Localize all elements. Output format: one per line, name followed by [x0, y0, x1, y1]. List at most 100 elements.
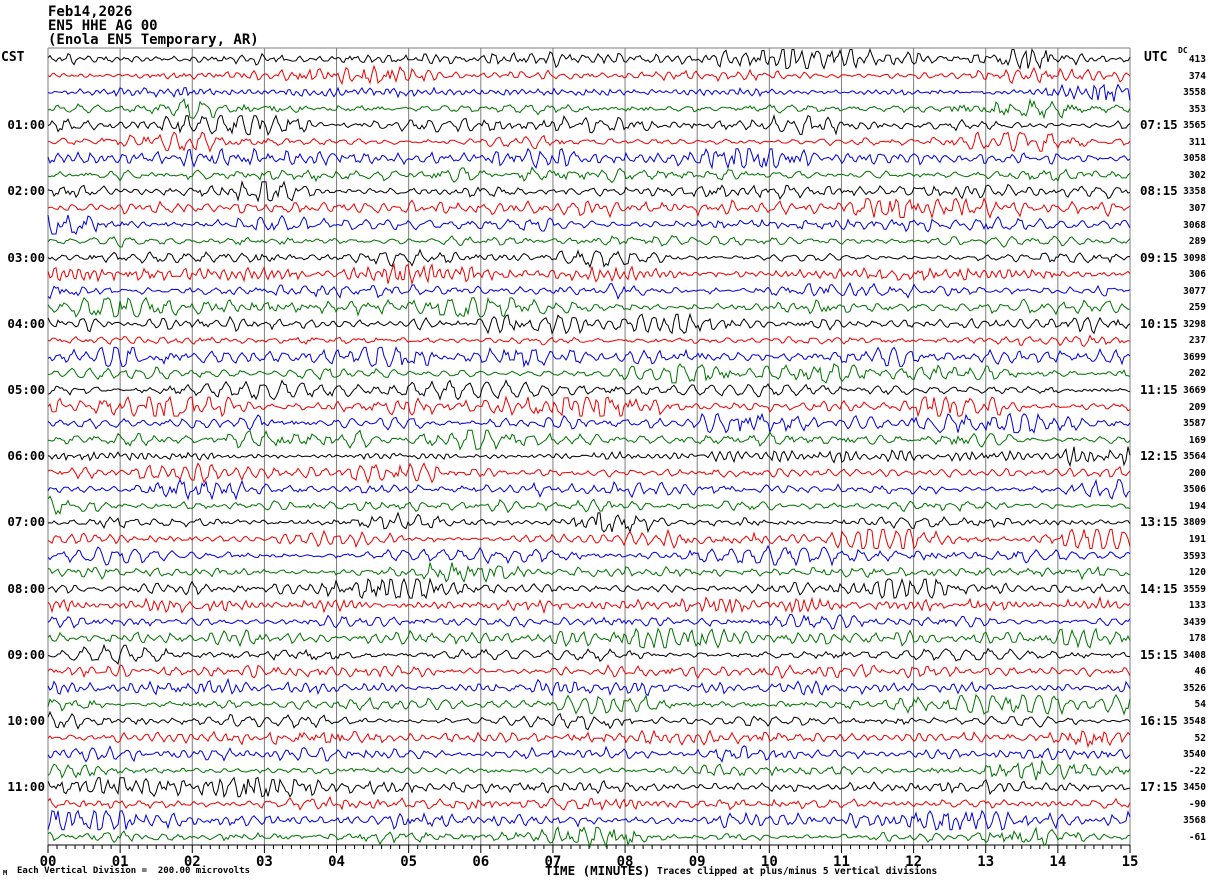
seismogram-trace [47, 478, 1131, 501]
dc-value: 133 [1188, 600, 1206, 612]
x-axis-tick-label: 15 [1121, 854, 1139, 870]
seismogram-trace [47, 131, 1131, 153]
seismogram-trace [47, 613, 1131, 630]
dc-value: -61 [1188, 831, 1206, 843]
dc-value: -90 [1188, 798, 1206, 810]
seismogram-trace [47, 214, 1131, 235]
seismogram-trace [47, 395, 1131, 418]
dc-value: 3526 [1183, 682, 1206, 694]
dc-value: 3593 [1183, 550, 1206, 562]
dc-value: 3506 [1183, 484, 1206, 496]
dc-value: 259 [1188, 302, 1206, 314]
dc-value: 353 [1188, 103, 1206, 115]
seismogram-trace [47, 412, 1131, 434]
clip-note: Traces clipped at plus/minus 5 vertical … [657, 866, 938, 877]
seismogram-trace [47, 528, 1131, 550]
seismogram-trace [47, 511, 1131, 534]
left-timezone-header: CST [1, 50, 25, 65]
seismogram-trace [47, 710, 1131, 731]
dc-value: 289 [1188, 236, 1206, 248]
dc-value: 3568 [1183, 815, 1206, 827]
dc-value: 209 [1188, 401, 1206, 413]
x-axis-tick-label: 10 [760, 854, 778, 870]
dc-value: 3358 [1183, 186, 1206, 198]
dc-value: 169 [1188, 434, 1206, 446]
seismogram-trace [47, 296, 1131, 318]
hour-label-utc: 17:15 [1140, 779, 1178, 795]
dc-value: 3098 [1183, 252, 1206, 264]
seismogram-trace [47, 562, 1131, 583]
dc-value: 311 [1188, 136, 1206, 148]
hour-label-cst: 10:00 [7, 713, 45, 728]
seismogram-trace [47, 776, 1131, 799]
dc-value: 3077 [1183, 285, 1206, 297]
header-station: EN5 HHE AG 00 [48, 18, 158, 34]
seismogram-trace [47, 234, 1131, 248]
seismogram-trace [47, 446, 1131, 468]
seismogram-trace [47, 745, 1131, 763]
seismogram-trace [47, 544, 1131, 567]
dc-value: 3439 [1183, 616, 1206, 628]
hour-label-cst: 02:00 [7, 183, 45, 199]
hour-label-cst: 05:00 [7, 382, 45, 397]
hour-label-utc: 08:15 [1140, 183, 1178, 199]
seismogram-trace [47, 663, 1131, 680]
seismogram-trace [47, 334, 1131, 348]
dc-value: 3408 [1183, 649, 1206, 661]
seismogram-trace [47, 312, 1131, 335]
seismogram-trace [47, 379, 1131, 401]
dc-value: 306 [1188, 269, 1206, 281]
corner-mark: M [3, 869, 8, 877]
dc-column-header: DC [1178, 46, 1188, 55]
hour-label-utc: 16:15 [1140, 713, 1178, 728]
dc-value: 3450 [1183, 782, 1206, 794]
header-date: Feb14,2026 [48, 4, 133, 20]
x-axis-tick-label: 06 [472, 854, 490, 870]
seismogram-trace [47, 809, 1131, 831]
dc-value: 3068 [1183, 219, 1206, 231]
dc-value: 3669 [1183, 385, 1206, 396]
seismogram-trace [47, 595, 1131, 615]
hour-label-utc: 09:15 [1140, 249, 1178, 265]
hour-label-cst: 08:00 [7, 580, 45, 596]
header-region: (Enola EN5 Temporary, AR) [48, 32, 259, 48]
seismogram-trace [47, 693, 1131, 716]
hour-label-cst: 09:00 [7, 646, 45, 662]
dc-value: 178 [1188, 633, 1206, 645]
seismogram-trace [47, 345, 1131, 369]
hour-label-cst: 03:00 [7, 249, 45, 265]
seismogram-trace [47, 147, 1131, 170]
x-axis-tick-label: 09 [688, 854, 706, 870]
dc-value: 3809 [1183, 517, 1206, 529]
dc-value: 3548 [1183, 716, 1206, 727]
hour-label-utc: 10:15 [1140, 315, 1178, 331]
hour-label-utc: 14:15 [1140, 580, 1178, 596]
dc-value: -22 [1188, 765, 1206, 777]
dc-value: 3564 [1183, 451, 1206, 463]
seismogram-trace [47, 795, 1131, 811]
x-axis-tick-label: 08 [616, 854, 634, 870]
seismogram-trace [47, 166, 1131, 184]
hour-label-cst: 11:00 [7, 779, 45, 795]
seismogram-trace [47, 826, 1131, 849]
hour-label-utc: 07:15 [1140, 117, 1178, 133]
seismogram-trace [47, 83, 1131, 102]
hour-label-utc: 12:15 [1140, 448, 1178, 464]
hour-label-cst: 01:00 [7, 117, 45, 133]
dc-value: 237 [1188, 335, 1206, 347]
dc-value: 374 [1188, 70, 1206, 82]
hour-label-cst: 04:00 [7, 315, 45, 331]
time-axis-label: TIME (MINUTES) [545, 863, 651, 878]
seismogram-trace [47, 47, 1131, 71]
seismogram-trace [47, 495, 1131, 516]
seismogram-trace [47, 677, 1131, 697]
dc-value: 120 [1188, 567, 1206, 579]
dc-value: 3540 [1183, 749, 1206, 761]
dc-value: 3558 [1183, 87, 1206, 99]
dc-value: 202 [1188, 368, 1206, 380]
x-axis-tick-label: 01 [111, 854, 129, 870]
seismogram-trace [47, 429, 1131, 451]
x-axis-tick-label: 07 [544, 854, 562, 870]
